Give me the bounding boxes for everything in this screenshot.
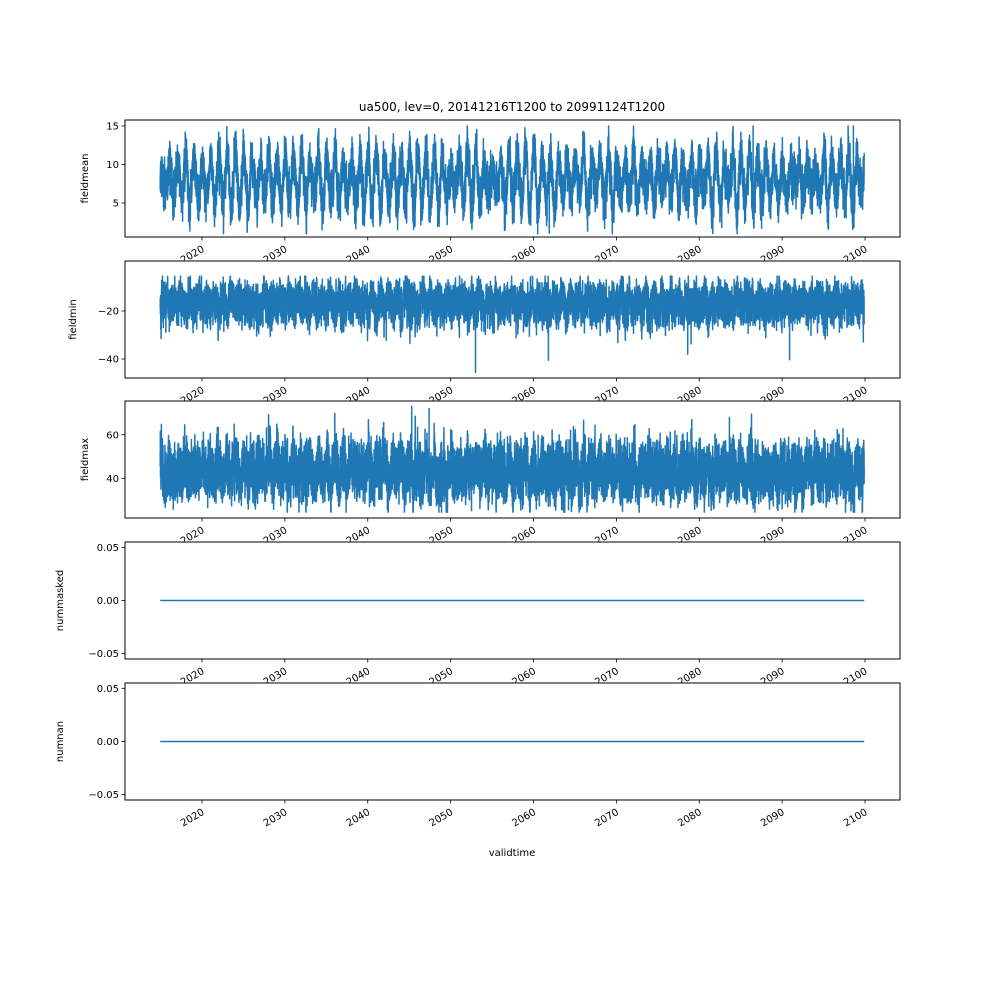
- y-tick-label: 0.00: [97, 596, 119, 607]
- y-tick-label: 5: [113, 198, 119, 209]
- axes-frame: [124, 400, 901, 519]
- series-line-fieldmax: [159, 405, 865, 513]
- x-tick-label: 2050: [428, 807, 456, 829]
- y-axis-label: fieldmin: [68, 299, 79, 339]
- x-tick-label: 2040: [345, 807, 373, 829]
- y-tick-label: 0.05: [97, 684, 119, 695]
- axes-frame: [124, 260, 901, 379]
- x-tick-label: 2060: [510, 807, 538, 829]
- series-line-fieldmean: [159, 125, 865, 235]
- x-tick-label: 2100: [842, 807, 870, 829]
- y-tick-label: 60: [106, 430, 119, 441]
- x-tick-label: 2080: [676, 807, 704, 829]
- y-tick-label: −40: [98, 355, 119, 366]
- y-tick-label: 40: [106, 474, 119, 485]
- chart-title: ua500, lev=0, 20141216T1200 to 20991124T…: [359, 100, 665, 114]
- y-axis-label: numnan: [55, 721, 66, 762]
- y-tick-label: −0.05: [88, 790, 119, 801]
- y-axis-label: fieldmean: [80, 154, 91, 204]
- x-tick-label: 2020: [179, 807, 207, 829]
- x-tick-label: 2090: [759, 807, 787, 829]
- series-line-fieldmin: [159, 275, 865, 374]
- y-tick-label: 15: [106, 122, 119, 133]
- x-tick-label: 2070: [593, 807, 621, 829]
- y-axis-label: nummasked: [55, 570, 66, 631]
- x-axis-label: validtime: [489, 848, 536, 859]
- axes-frame: [124, 119, 901, 238]
- x-tick-label: 2030: [262, 807, 290, 829]
- y-tick-label: 0.00: [97, 737, 119, 748]
- y-tick-label: −0.05: [88, 649, 119, 660]
- y-axis-label: fieldmax: [80, 438, 91, 481]
- y-tick-label: 0.05: [97, 543, 119, 554]
- y-tick-label: 10: [106, 160, 119, 171]
- subplot-numnan: −0.05 0.00 0.05 numnan 2020 2030 2040 2050 2060 2…: [55, 682, 901, 829]
- y-tick-label: −20: [98, 306, 119, 317]
